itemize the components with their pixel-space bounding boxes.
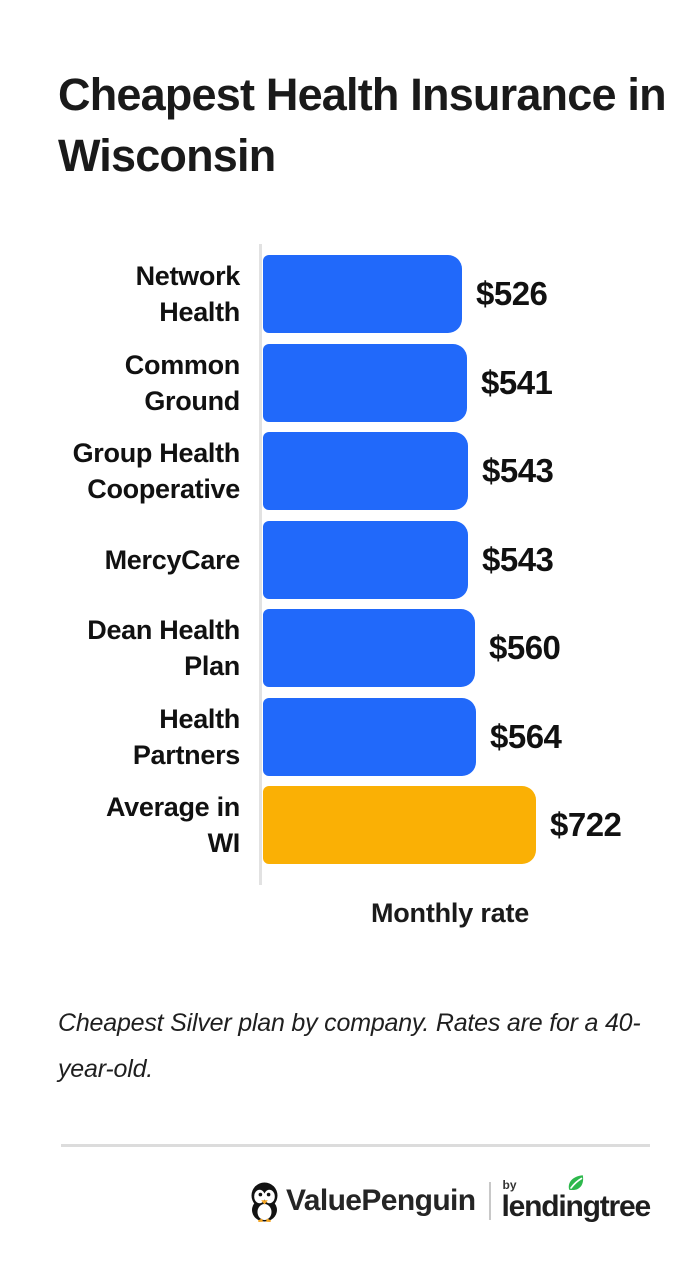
value-label: $543	[482, 541, 554, 578]
y-axis-line	[259, 244, 262, 885]
bar	[263, 609, 475, 687]
category-label: Group Health Cooperative	[72, 438, 241, 504]
logo-divider	[488, 1182, 491, 1220]
x-axis-title: Monthly rate	[370, 898, 530, 928]
category-label: MercyCare	[104, 545, 241, 575]
category-label: Health Partners	[132, 704, 240, 770]
value-label: $541	[481, 364, 553, 401]
bar	[263, 698, 476, 776]
bar	[263, 432, 468, 510]
by-label: by	[502, 1178, 517, 1192]
page-title: Cheapest Health Insurance in Wisconsin	[58, 69, 667, 181]
partner-logo: by lendingtree	[501, 1175, 652, 1223]
bar	[263, 521, 468, 599]
category-label: Common Ground	[124, 350, 241, 416]
bar	[263, 786, 536, 864]
category-label: Average in WI	[105, 792, 240, 858]
value-label: $564	[490, 718, 562, 755]
leaf-icon	[568, 1175, 583, 1191]
category-label: Dean Health Plan	[87, 615, 240, 681]
category-label: Network Health	[135, 261, 241, 327]
brand-wordmark: ValuePenguin	[285, 1184, 476, 1217]
partner-wordmark: lendingtree	[501, 1190, 652, 1223]
value-label: $722	[550, 806, 622, 843]
footnote: Cheapest Silver plan by company. Rates a…	[58, 1009, 641, 1083]
chart-plot: Network Health $526 Common Ground $541 Gro…	[0, 244, 700, 886]
bar	[263, 255, 462, 333]
value-label: $526	[476, 275, 548, 312]
value-label: $560	[489, 629, 561, 666]
value-label: $543	[482, 452, 554, 489]
footer-logo: ValuePenguin by lendingtree	[250, 1175, 652, 1224]
bar	[263, 344, 467, 422]
footer-divider	[61, 1144, 650, 1147]
penguin-icon	[251, 1182, 278, 1222]
